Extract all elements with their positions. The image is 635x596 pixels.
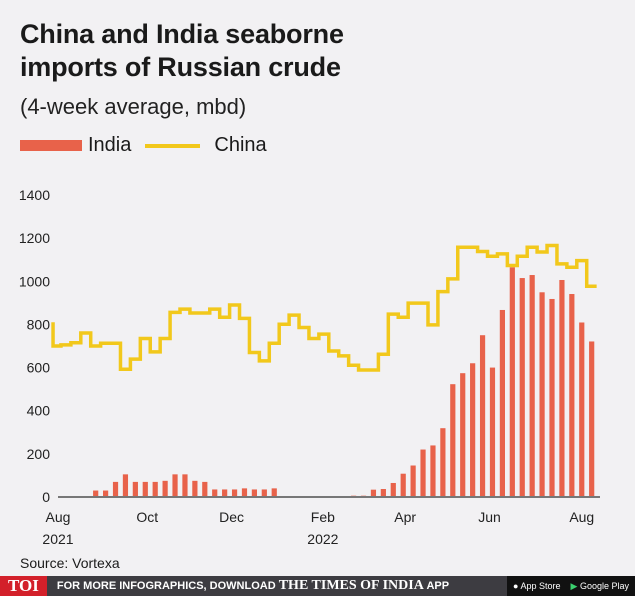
x-tick-label: Apr — [394, 509, 416, 525]
india-bar — [499, 309, 505, 497]
x-tick-label: Jun — [478, 509, 501, 525]
india-bar — [410, 465, 416, 497]
y-tick-label: 800 — [27, 316, 51, 332]
promo-text: FOR MORE INFOGRAPHICS, DOWNLOAD THE TIME… — [57, 578, 449, 594]
india-bar — [479, 335, 486, 497]
india-bar — [489, 367, 496, 497]
india-bar — [450, 384, 456, 497]
x-tick-year-label: 2021 — [42, 531, 73, 547]
india-bar — [251, 489, 257, 497]
india-bar — [549, 298, 555, 497]
india-bar — [271, 488, 277, 497]
india-bar — [470, 363, 476, 497]
india-bar — [112, 481, 119, 497]
chart-title: China and India seaborne imports of Russ… — [20, 18, 344, 84]
india-bar — [192, 480, 198, 497]
india-bar — [93, 490, 99, 497]
promo-prefix: FOR MORE INFOGRAPHICS, DOWNLOAD — [56, 580, 276, 592]
india-bar — [142, 481, 148, 497]
india-bar — [380, 489, 386, 497]
india-bar — [132, 481, 138, 497]
legend-china-label: China — [214, 134, 267, 156]
india-bar — [172, 474, 178, 497]
chart-subtitle: (4-week average, mbd) — [20, 94, 247, 119]
india-bar — [212, 489, 218, 497]
store-badges: ● App Store ▶ Google Play — [507, 576, 635, 596]
app-store-label: App Store — [520, 581, 561, 591]
india-bar — [222, 489, 228, 497]
india-bar — [509, 267, 515, 497]
india-bar — [390, 482, 396, 497]
india-bar — [241, 488, 248, 497]
china-line — [51, 243, 597, 372]
footer-banner[interactable]: TOI FOR MORE INFOGRAPHICS, DOWNLOAD THE … — [0, 576, 635, 596]
apple-icon: ● — [513, 581, 519, 591]
india-bar — [539, 292, 545, 497]
india-bar — [231, 489, 238, 497]
legend: India China — [20, 134, 267, 157]
india-bar — [519, 278, 525, 497]
promo-brand: THE TIMES OF INDIA — [278, 578, 424, 593]
x-tick-label: Dec — [219, 509, 244, 525]
india-bar — [122, 474, 129, 497]
y-tick-label: 400 — [27, 403, 51, 419]
toi-logo: TOI — [0, 576, 47, 596]
y-tick-label: 1000 — [19, 273, 50, 289]
india-bar — [202, 481, 208, 497]
india-bar — [589, 341, 595, 497]
title-line-1: China and India seaborne — [20, 19, 344, 49]
india-bar — [579, 322, 585, 497]
india-bar — [152, 481, 158, 497]
y-tick-label: 200 — [27, 446, 51, 462]
india-bar — [162, 480, 168, 497]
legend-india-label: India — [88, 134, 132, 156]
google-play-label: Google Play — [579, 580, 629, 591]
india-bar — [559, 279, 565, 497]
india-bar — [103, 490, 109, 497]
y-tick-label: 0 — [42, 489, 50, 505]
india-bar — [182, 474, 188, 497]
india-bar — [261, 489, 267, 497]
play-icon: ▶ — [570, 580, 578, 591]
legend-china-swatch — [145, 143, 201, 148]
india-bar — [529, 275, 535, 497]
x-tick-label: Oct — [136, 509, 158, 525]
source-note: Source: Vortexa — [20, 555, 120, 571]
promo-suffix: APP — [426, 580, 450, 592]
x-tick-year-label: 2022 — [307, 531, 338, 547]
legend-india-swatch — [20, 140, 82, 151]
india-bar — [430, 445, 436, 497]
x-tick-label: Aug — [46, 509, 71, 525]
y-tick-label: 1400 — [19, 187, 50, 203]
india-bar — [370, 489, 377, 497]
google-play-link[interactable]: ▶ Google Play — [571, 581, 629, 592]
x-tick-label: Feb — [311, 509, 335, 525]
title-line-2: imports of Russian crude — [20, 52, 341, 82]
india-bar — [569, 294, 575, 497]
india-bar — [400, 473, 406, 497]
india-bar — [420, 449, 426, 497]
app-store-link[interactable]: ● App Store — [513, 581, 560, 591]
india-bar — [460, 373, 466, 497]
y-tick-label: 1200 — [19, 230, 50, 246]
y-tick-label: 600 — [27, 360, 51, 376]
chart-plot: 0 200 400 600 800 1000 1200 1400 Aug 2021 Oct Dec F… — [19, 187, 600, 547]
x-tick-label: Aug — [569, 509, 594, 525]
india-bar — [440, 428, 446, 497]
